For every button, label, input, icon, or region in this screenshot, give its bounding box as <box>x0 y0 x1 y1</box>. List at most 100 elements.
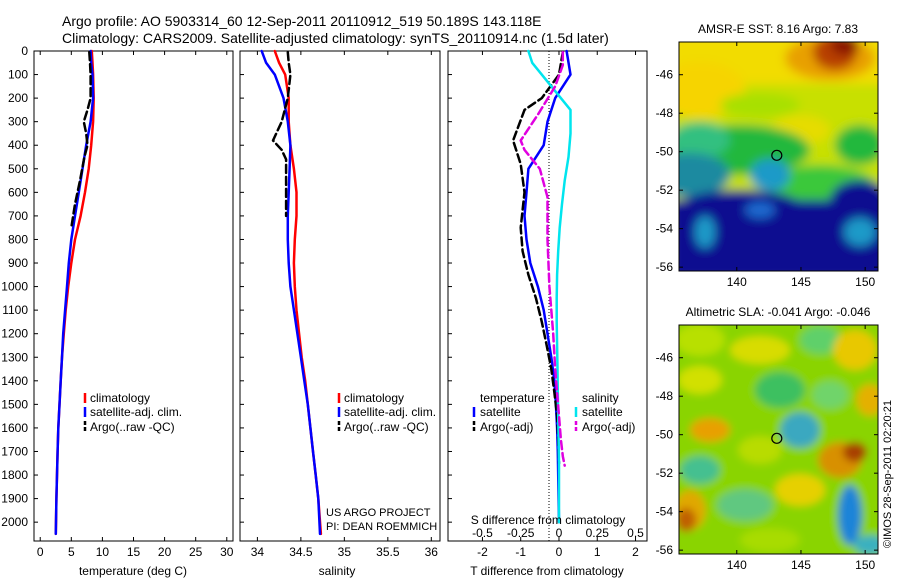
y-tick-label: -54 <box>656 505 674 519</box>
y-tick-label: 0 <box>21 44 28 58</box>
series-line-temperature-argo-adj <box>511 50 565 465</box>
x-tick-label: 20 <box>158 545 172 559</box>
temperature-legend: climatology satellite-adj. clim. Argo(..… <box>83 391 182 434</box>
argo-position-marker <box>771 432 783 444</box>
salinity-legend: climatology satellite-adj. clim. Argo(..… <box>337 391 436 434</box>
series-line-argo-raw-qc <box>271 50 292 218</box>
y-tick-label: 1100 <box>2 303 28 317</box>
y-tick-label: -52 <box>656 466 674 480</box>
legend-t-satellite-label: satellite <box>480 405 521 419</box>
y-tick-label: -54 <box>656 222 674 236</box>
x-tick-label: -2 <box>477 545 488 559</box>
y-tick-label: 200 <box>8 91 28 105</box>
y-tick-label: 1000 <box>1 280 28 294</box>
y-tick-label: -48 <box>656 389 674 403</box>
y-tick-label: 1700 <box>1 444 28 458</box>
sla-heatmap <box>679 325 878 554</box>
difference-axes <box>447 50 648 542</box>
legend-argo-label: Argo(..raw -QC) <box>90 420 175 434</box>
x-tick-label: 30 <box>220 545 234 559</box>
y-tick-label: 900 <box>8 256 28 270</box>
salinity-axis-label: salinity <box>319 564 356 578</box>
y-tick-label: 700 <box>8 209 28 223</box>
temperature-axis-label: temperature (deg C) <box>79 564 187 578</box>
y-tick-label: 1300 <box>1 350 28 364</box>
difference-legend: temperature satellite Argo(-adj) salinit… <box>472 391 635 434</box>
x-tick-label: 15 <box>127 545 141 559</box>
legend-t-argo-label: Argo(-adj) <box>480 420 533 434</box>
temperature-panel: 0 5 10 15 20 25 300100200300400500600700800900… <box>1 44 233 578</box>
x-tick-label: 0 <box>37 545 44 559</box>
y-tick-label: -50 <box>656 428 674 442</box>
salinity-axes <box>239 50 441 542</box>
y-tick-label: -52 <box>656 183 674 197</box>
x-tick-label: 35.5 <box>376 545 400 559</box>
salinity-panel: 34 34.5 35 35.5 36 salinity climatology sate… <box>239 49 441 578</box>
secondary-x-tick-label: 0.25 <box>586 526 610 540</box>
legend-satellite-label: satellite-adj. clim. <box>344 405 436 419</box>
x-tick-label: 34.5 <box>289 545 313 559</box>
project-credit: US ARGO PROJECT <box>326 507 431 519</box>
x-tick-label: 36 <box>425 545 439 559</box>
y-tick-label: 100 <box>8 68 28 82</box>
legend-climatology-label: climatology <box>344 391 404 405</box>
y-tick-label: 300 <box>8 115 28 129</box>
y-tick-label: 1200 <box>1 327 28 341</box>
copyright-timestamp: ©IMOS 28-Sep-2011 02:20:21 <box>882 400 894 548</box>
legend-temperature-title: temperature <box>480 391 545 405</box>
y-tick-label: 500 <box>8 162 28 176</box>
secondary-x-tick-label: -0.5 <box>472 526 493 540</box>
y-tick-label: 800 <box>8 232 28 246</box>
legend-s-argo-label: Argo(-adj) <box>582 420 635 434</box>
legend-salinity-title: salinity <box>582 391 619 405</box>
legend-s-satellite-label: satellite <box>582 405 623 419</box>
series-line-satellite-adj-clim <box>54 49 95 536</box>
series-line-satellite-adj-clim <box>260 49 322 536</box>
x-tick-label: -1 <box>515 545 526 559</box>
y-tick-label: 1800 <box>1 468 28 482</box>
y-tick-label: -56 <box>656 543 674 557</box>
secondary-x-tick-label: 0.5 <box>627 526 644 540</box>
sst-map-title: AMSR-E SST: 8.16 Argo: 7.83 <box>698 22 858 36</box>
x-tick-label: 140 <box>727 275 747 289</box>
y-tick-label: -46 <box>656 68 674 82</box>
secondary-x-tick-label: -0.25 <box>507 526 535 540</box>
y-tick-label: 1600 <box>1 421 28 435</box>
x-tick-label: 25 <box>189 545 203 559</box>
x-tick-label: 2 <box>632 545 639 559</box>
secondary-x-tick-label: 0 <box>556 526 563 540</box>
y-tick-label: -56 <box>656 260 674 274</box>
sst-map-panel: AMSR-E SST: 8.16 Argo: 7.83 <box>656 22 879 289</box>
x-tick-label: 5 <box>68 545 75 559</box>
legend-argo-label: Argo(..raw -QC) <box>344 420 429 434</box>
y-tick-label: 1400 <box>1 374 28 388</box>
x-tick-label: 35 <box>338 545 352 559</box>
t-difference-axis-label: T difference from climatology <box>470 564 624 578</box>
sst-heatmap <box>679 42 878 271</box>
sst-map-frame <box>678 41 879 272</box>
series-line-salinity-argo-adj <box>519 50 566 467</box>
y-tick-label: 600 <box>8 185 28 199</box>
x-tick-label: 145 <box>791 275 811 289</box>
x-tick-label: 145 <box>791 558 811 572</box>
figure-title-line2: Climatology: CARS2009. Satellite-adjuste… <box>62 30 609 46</box>
y-tick-label: 400 <box>8 138 28 152</box>
x-tick-label: 1 <box>594 545 601 559</box>
y-tick-label: -46 <box>656 351 674 365</box>
x-tick-label: 150 <box>855 275 875 289</box>
figure-title-line1: Argo profile: AO 5903314_60 12-Sep-2011 … <box>62 13 542 29</box>
x-tick-label: 0 <box>556 545 563 559</box>
s-difference-axis-label: S difference from climatology <box>471 513 626 527</box>
argo-position-marker <box>771 149 783 161</box>
x-tick-label: 34 <box>251 545 265 559</box>
series-line-argo-raw-qc <box>70 50 92 229</box>
sla-map-title: Altimetric SLA: -0.041 Argo: -0.046 <box>686 305 871 319</box>
difference-panel: -2 -1 0 1 2 -0.5 -0.25 0 0.25 0.5 T difference fr… <box>447 49 648 578</box>
pi-credit: PI: DEAN ROEMMICH <box>326 521 437 533</box>
y-tick-label: -50 <box>656 145 674 159</box>
y-tick-label: 1500 <box>1 397 28 411</box>
sla-map-panel: Altimetric SLA: -0.041 Argo: -0.046 <box>656 305 879 572</box>
legend-satellite-label: satellite-adj. clim. <box>90 405 182 419</box>
temperature-axes <box>33 50 234 542</box>
y-tick-label: 2000 <box>1 515 28 529</box>
